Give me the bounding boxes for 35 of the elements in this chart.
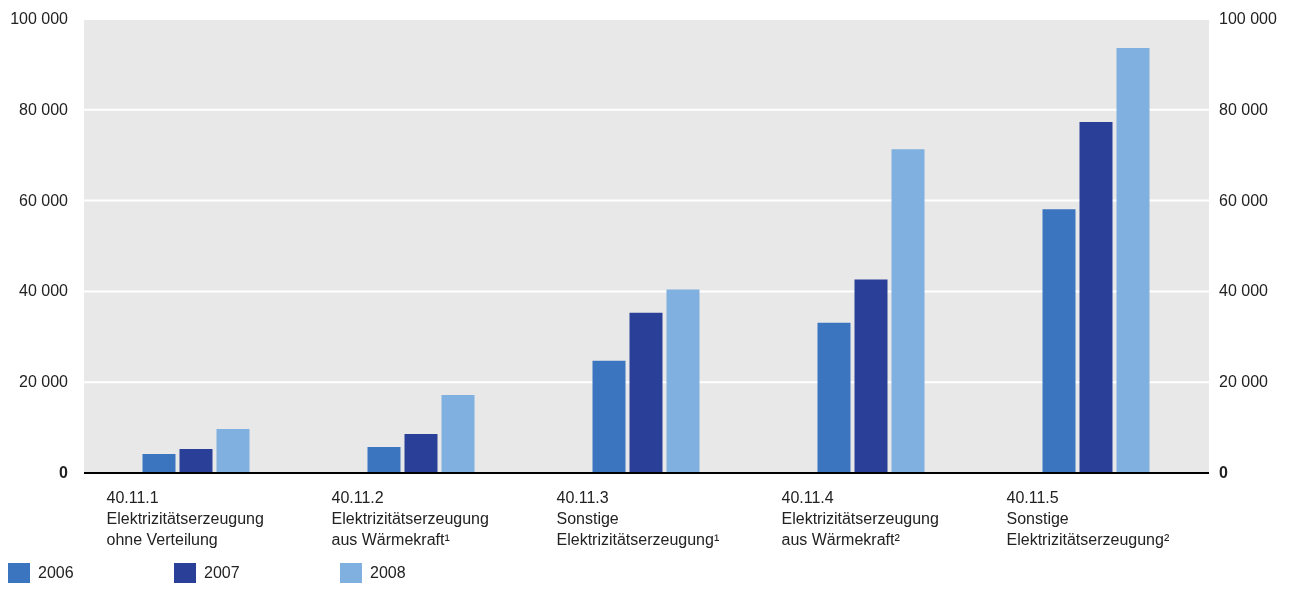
legend-label: 2008	[370, 564, 406, 582]
bar	[666, 289, 700, 473]
x-tick-label: 40.11.4 Elektrizitätserzeugung aus Wärmekraft²	[781, 489, 939, 548]
bar	[854, 279, 888, 473]
x-tick-label: 40.11.2 Elektrizitätserzeugung aus Wärmekraft¹	[331, 489, 489, 548]
bar	[592, 360, 626, 473]
bar	[367, 447, 401, 473]
y-tick-label: 40 000	[19, 282, 69, 300]
y2-tick-label: 60 000	[1219, 191, 1269, 209]
bar	[216, 428, 250, 473]
bar	[1042, 209, 1076, 473]
bar	[629, 312, 663, 473]
y-tick-label: 20 000	[19, 373, 69, 391]
bar	[1116, 48, 1150, 473]
y2-tick-label: 20 000	[1219, 373, 1269, 391]
bar	[817, 322, 851, 473]
y2-tick-label: 80 000	[1219, 100, 1269, 118]
bar	[441, 394, 475, 473]
y-tick-label: 0	[59, 464, 69, 481]
bar	[404, 433, 438, 473]
y2-tick-label: 100 000	[1219, 10, 1277, 27]
x-tick-label: 40.11.1 Elektrizitätserzeugung ohne Verteilung	[106, 489, 264, 548]
y-tick-label: 100 000	[10, 10, 69, 27]
x-tick-label: 40.11.5 Sonstige Elektrizitätserzeugung²	[1006, 489, 1170, 548]
y2-tick-label: 0	[1219, 464, 1228, 481]
bar	[179, 448, 213, 473]
x-tick-label: 40.11.3 Sonstige Elektrizitätserzeugung¹	[556, 489, 720, 548]
legend-label: 2007	[204, 564, 240, 582]
legend-label: 2006	[38, 564, 74, 582]
y2-tick-label: 40 000	[1219, 282, 1269, 300]
bar	[142, 453, 176, 473]
y-tick-label: 60 000	[19, 191, 69, 209]
y-tick-label: 80 000	[19, 100, 69, 118]
bar	[1079, 122, 1113, 473]
bar	[891, 149, 925, 473]
